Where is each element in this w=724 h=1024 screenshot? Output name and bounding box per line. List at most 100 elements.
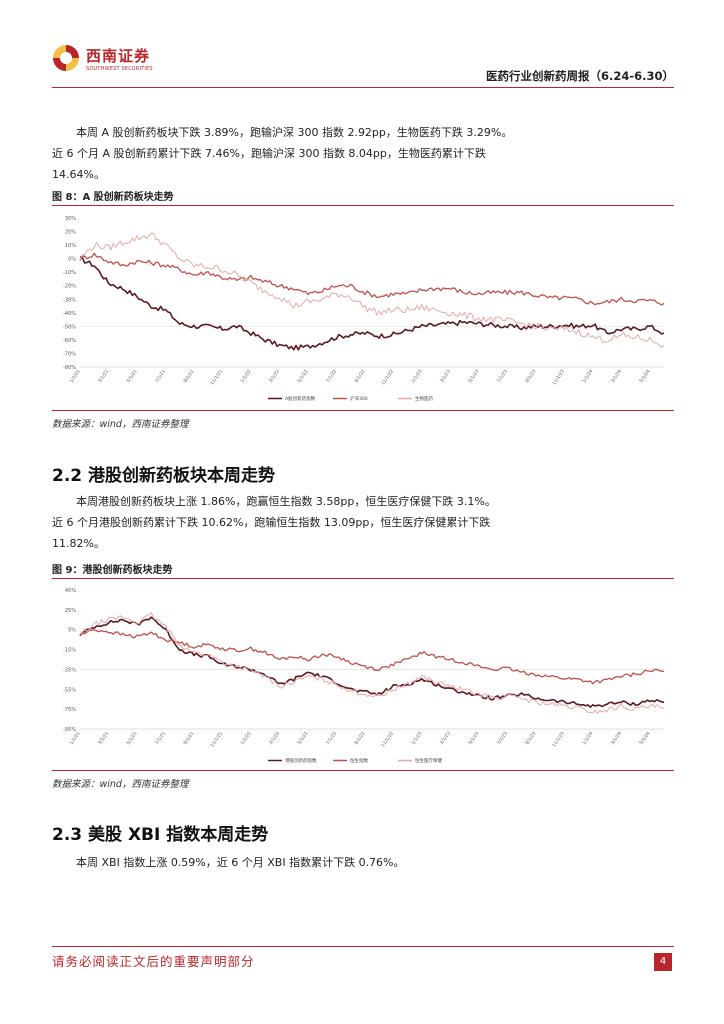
x-tick-label: 1/1/24 [581,369,594,384]
series-line-3 [79,232,665,348]
x-tick-label: 11/1/21 [209,369,224,387]
us-summary: 本周 XBI 指数上涨 0.59%，近 6 个月 XBI 指数累计下跌 0.76… [52,852,672,873]
y-tick-label: 25% [65,608,76,614]
legend-label: 恒生医疗保健 [415,757,442,764]
y-tick-label: -95% [63,727,76,733]
y-tick-label: -70% [63,351,76,357]
x-tick-label: 3/1/22 [268,369,281,384]
x-tick-label: 5/1/23 [467,731,480,746]
a-share-summary: 本周 A 股创新药板块下跌 3.89%，跑输沪深 300 指数 2.92pp，生… [52,122,672,185]
x-tick-label: 9/1/21 [182,731,195,746]
us-section-heading: 2.3 美股 XBI 指数本周走势 [52,825,269,845]
page-number: 4 [654,953,672,971]
logo-text-cn: 西南证券 [86,47,151,65]
y-tick-label: 10% [65,243,76,249]
x-tick-label: 3/1/24 [610,731,623,746]
x-tick-label: 5/1/23 [467,369,480,384]
figure-8-source: 数据来源：wind，西南证券整理 [52,419,189,430]
x-tick-label: 11/1/21 [209,731,224,749]
y-tick-label: -40% [63,311,76,317]
x-tick-label: 5/1/22 [296,369,309,384]
report-title: 医药行业创新药周报（6.24-6.30） [485,69,674,83]
figure-8-caption: 图 8：A 股创新药板块走势 [52,192,174,203]
company-logo: 西南证券 SOUTHWEST SECURITIES [52,42,153,76]
hk-summary: 本周港股创新药板块上涨 1.86%，跑赢恒生指数 3.58pp，恒生医疗保健下跌… [52,491,672,554]
hk-line-chart: 45%25%5%-15%-35%-55%-75%-95%1/1/21 3/1/21… [63,588,665,764]
y-tick-label: -20% [63,284,76,290]
series-line-3 [79,612,664,714]
x-tick-label: 1/1/24 [581,731,594,746]
legend-label: A股创新药指数 [285,395,316,402]
y-tick-label: -50% [63,324,76,330]
a-share-line-chart: 30% 20% 10% 0% -10% -20% -30% -40% -50% -60% -70% -… [63,216,665,402]
series-line-2 [79,252,665,306]
x-tick-label: 9/1/23 [524,369,537,384]
y-tick-label: -35% [63,667,76,673]
x-tick-label: 1/1/23 [410,731,423,746]
series-line-1 [79,616,665,708]
figure-9-caption: 图 9：港股创新药板块走势 [52,565,173,576]
hk-para-3: 11.82%。 [52,537,105,550]
hk-section-heading: 2.2 港股创新药板块本周走势 [52,466,276,486]
y-tick-label: 45% [65,588,76,594]
x-tick-label: 9/1/23 [524,731,537,746]
legend-label: 港股创新药指数 [285,757,317,764]
figure-8-chart: 30% 20% 10% 0% -10% -20% -30% -40% -50% -60% -70% -… [52,210,674,405]
x-tick-label: 3/1/23 [439,369,452,384]
hk-para-1: 本周港股创新药板块上涨 1.86%，跑赢恒生指数 3.58pp，恒生医疗保健下跌… [76,495,496,508]
figure-8-bottom-rule [52,410,674,411]
legend-label: 生物医药 [415,395,433,402]
x-tick-label: 7/1/23 [496,731,509,746]
x-tick-label: 5/1/21 [125,731,138,746]
logo-text-en: SOUTHWEST SECURITIES [86,66,153,72]
x-tick-label: 3/1/24 [610,369,623,384]
logo-mark-icon [53,45,79,71]
y-tick-label: -55% [63,687,76,693]
x-tick-label: 9/1/22 [353,731,366,746]
x-tick-label: 7/1/22 [325,369,338,384]
y-tick-label: 5% [68,628,76,634]
a-share-para-1: 本周 A 股创新药板块下跌 3.89%，跑输沪深 300 指数 2.92pp，生… [76,126,513,139]
x-tick-label: 9/1/21 [182,369,195,384]
x-tick-label: 7/1/23 [496,369,509,384]
x-tick-label: 11/1/22 [380,369,395,387]
y-tick-label: -80% [63,365,76,371]
x-tick-label: 3/1/23 [439,731,452,746]
footer-divider [52,946,674,947]
x-tick-label: 7/1/21 [154,731,167,746]
x-tick-label: 1/1/22 [239,731,252,746]
x-tick-label: 5/1/24 [638,369,651,384]
y-tick-label: -75% [63,707,76,713]
y-tick-label: 20% [65,230,76,236]
x-tick-label: 5/1/22 [296,731,309,746]
x-tick-label: 7/1/22 [325,731,338,746]
hk-para-2: 近 6 个月港股创新药累计下跌 10.62%，跑输恒生指数 13.09pp，恒生… [52,516,491,529]
y-tick-label: 0% [68,257,76,263]
series-line-2 [79,629,664,685]
figure-9-top-rule [52,578,674,579]
x-tick-label: 5/1/24 [638,731,651,746]
y-tick-label: -30% [63,297,76,303]
series-line-1 [79,256,665,351]
x-tick-label: 11/1/22 [380,731,395,749]
y-tick-label: -15% [63,648,76,654]
figure-8-top-rule [52,205,674,206]
x-tick-label: 3/1/21 [97,369,110,384]
y-tick-label: -60% [63,338,76,344]
a-share-para-2: 近 6 个月 A 股创新药累计下跌 7.46%，跑输沪深 300 指数 8.04… [52,147,486,160]
x-tick-label: 11/1/23 [551,369,566,387]
figure-9-bottom-rule [52,770,674,771]
x-tick-label: 11/1/23 [551,731,566,749]
legend-label: 沪深300 [350,395,368,402]
figure-9-source: 数据来源：wind，西南证券整理 [52,779,189,790]
x-tick-label: 1/1/22 [239,369,252,384]
x-tick-label: 3/1/22 [268,731,281,746]
header-divider [52,87,674,88]
y-tick-label: -10% [63,270,76,276]
x-tick-label: 5/1/21 [125,369,138,384]
legend-label: 恒生指数 [350,757,368,764]
us-para-1: 本周 XBI 指数上涨 0.59%，近 6 个月 XBI 指数累计下跌 0.76… [76,856,405,869]
y-tick-label: 30% [65,216,76,222]
x-tick-label: 1/1/23 [410,369,423,384]
x-tick-label: 9/1/22 [353,369,366,384]
